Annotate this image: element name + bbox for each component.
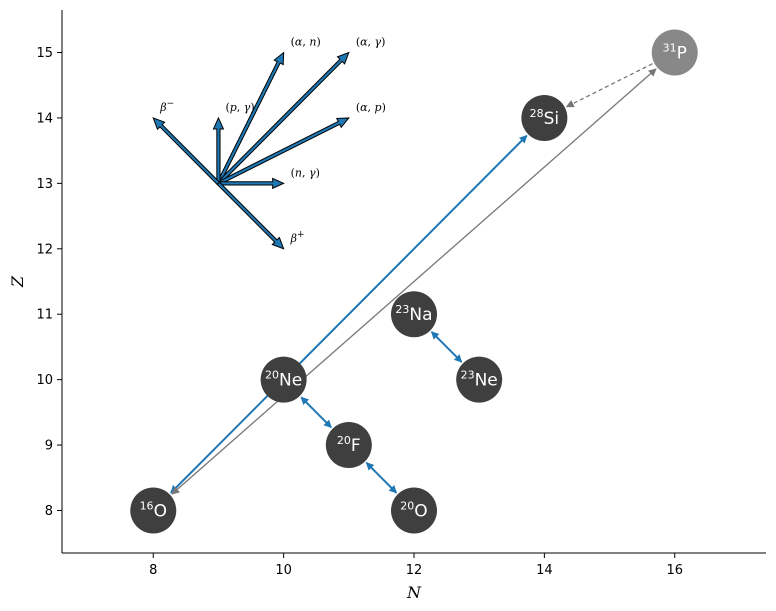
nuclide-P31: 31P bbox=[651, 29, 698, 76]
nuclide-O16: 16O bbox=[130, 487, 177, 534]
nuclide-circle bbox=[391, 487, 437, 534]
reaction-flows bbox=[170, 63, 657, 495]
nuclide-circle bbox=[130, 487, 177, 534]
axes: 8 10 12 14 16 8 9 10 11 12 13 14 15 N Z bbox=[8, 10, 766, 602]
nuclide-label: 20F bbox=[337, 434, 361, 456]
nuclide-label: 31P bbox=[663, 42, 687, 64]
nuclide-label: 28Si bbox=[530, 107, 560, 129]
key-label-beta-minus: β− bbox=[159, 99, 174, 114]
flow-O16-P31 bbox=[171, 68, 657, 495]
flow-F20-O20 bbox=[365, 462, 398, 494]
key-label-alpha-p: (α, p) bbox=[356, 101, 386, 114]
x-tick-label: 16 bbox=[666, 563, 683, 578]
nuclide-Ne20: 20Ne bbox=[260, 356, 307, 403]
nuclide-nodes: 16O 20Ne 20F 20O 23Na 23Ne 28Si 31P bbox=[130, 29, 698, 534]
flow-Ne20-F20 bbox=[300, 396, 332, 429]
key-arrow-alpha-p bbox=[217, 117, 350, 186]
nuclide-label: 23Na bbox=[395, 303, 432, 325]
nuclide-circle bbox=[651, 29, 698, 76]
nuclide-label: 16O bbox=[140, 499, 167, 521]
key-arrow-alpha-gamma bbox=[216, 51, 350, 186]
key-label-alpha-n: (α, n) bbox=[291, 36, 321, 49]
flow-Na23-Ne23 bbox=[430, 331, 463, 363]
nuclide-Ne23: 23Ne bbox=[456, 356, 503, 403]
y-tick-label: 12 bbox=[36, 242, 53, 257]
nuclide-O20: 20O bbox=[391, 487, 437, 534]
y-tick-label: 13 bbox=[36, 177, 53, 192]
key-label-p-gamma: (p, γ) bbox=[225, 101, 254, 114]
y-axis-label: Z bbox=[8, 275, 27, 288]
key-label-beta-plus: β+ bbox=[290, 230, 305, 245]
y-tick-label: 8 bbox=[45, 504, 53, 519]
nuclide-label: 20Ne bbox=[265, 369, 302, 391]
nuclide-label: 23Ne bbox=[461, 369, 498, 391]
nuclide-Na23: 23Na bbox=[391, 291, 437, 338]
reaction-key: (α, n) (α, γ) (α, p) (p, γ) (n, γ) β− β+ bbox=[152, 36, 386, 250]
nuclide-circle bbox=[456, 356, 503, 403]
x-tick-label: 10 bbox=[275, 563, 292, 578]
nuclide-circle bbox=[391, 291, 437, 338]
nuclide-Si28: 28Si bbox=[521, 94, 568, 141]
key-arrow-alpha-n bbox=[216, 51, 285, 185]
y-tick-label: 14 bbox=[36, 111, 53, 126]
key-arrow-beta-plus bbox=[216, 181, 285, 250]
nuclide-circle bbox=[521, 94, 568, 141]
y-tick-label: 10 bbox=[36, 373, 53, 388]
nuclide-circle bbox=[325, 422, 372, 469]
x-ticks: 8 10 12 14 16 bbox=[149, 553, 683, 578]
key-label-n-gamma: (n, γ) bbox=[291, 166, 320, 179]
nuclide-label: 20O bbox=[400, 499, 427, 521]
x-tick-label: 12 bbox=[406, 563, 423, 578]
x-tick-label: 8 bbox=[149, 563, 157, 578]
y-tick-label: 9 bbox=[45, 439, 53, 454]
flow-P31-Si28 bbox=[565, 63, 653, 108]
y-tick-label: 15 bbox=[36, 46, 53, 61]
nuclide-circle bbox=[260, 356, 307, 403]
key-arrow-beta-minus bbox=[152, 117, 221, 186]
nuclide-F20: 20F bbox=[325, 422, 372, 469]
x-tick-label: 14 bbox=[536, 563, 553, 578]
y-tick-label: 11 bbox=[36, 308, 53, 323]
key-label-alpha-gamma: (α, γ) bbox=[356, 36, 386, 49]
y-ticks: 8 9 10 11 12 13 14 15 bbox=[36, 46, 62, 519]
x-axis-label: N bbox=[406, 583, 422, 602]
